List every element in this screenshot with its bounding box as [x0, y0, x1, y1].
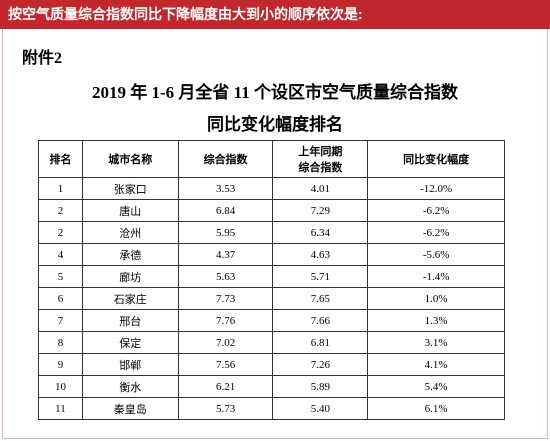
- table-row: 2 沧州 5.95 6.34 -6.2%: [38, 221, 505, 244]
- table-cell: 4.1%: [367, 353, 505, 376]
- table-cell: 11: [38, 397, 83, 420]
- banner: 按空气质量综合指数同比下降幅度由大到小的顺序依次是:: [0, 0, 550, 29]
- table-cell: 沧州: [81, 221, 179, 244]
- table-cell: 9: [38, 353, 83, 376]
- table-row: 10 衡水 6.21 5.89 5.4%: [38, 375, 505, 398]
- table-cell: 秦皇岛: [81, 397, 179, 420]
- table-cell: 6.81: [272, 331, 369, 354]
- table-cell: 廊坊: [81, 265, 179, 288]
- header-cell: 上年同期 综合指数: [272, 140, 369, 178]
- table-cell: 保定: [81, 331, 179, 354]
- header-row: 排名 城市名称 综合指数 上年同期 综合指数 同比变化幅度: [38, 140, 505, 178]
- table-cell: -12.0%: [367, 177, 505, 200]
- table-cell: 2: [38, 221, 83, 244]
- attachment-label: 附件2: [22, 50, 63, 67]
- table-cell: 邢台: [81, 309, 179, 332]
- table-cell: 5.95: [177, 221, 274, 244]
- table-cell: 4.63: [272, 243, 369, 266]
- table-cell: 唐山: [81, 199, 179, 222]
- table-row: 6 石家庄 7.73 7.65 1.0%: [38, 287, 505, 310]
- header-cell: 同比变化幅度: [367, 140, 505, 178]
- table-cell: 7.02: [177, 331, 274, 354]
- table-cell: 7.73: [177, 287, 274, 310]
- header-line: 综合指数: [298, 162, 343, 174]
- table-cell: 3.53: [177, 177, 274, 200]
- table-row: 11 秦皇岛 5.73 5.40 6.1%: [38, 397, 505, 420]
- table-row: 1 张家口 3.53 4.01 -12.0%: [38, 177, 505, 200]
- table-cell: 5.63: [177, 265, 274, 288]
- table-cell: 7: [38, 309, 83, 332]
- table-cell: 1.3%: [367, 309, 505, 332]
- header-line: 上年同期: [298, 146, 343, 158]
- frame: [2, 29, 548, 439]
- table-cell: 6.21: [177, 375, 274, 398]
- ranking-table: 排名 城市名称 综合指数 上年同期 综合指数 同比变化幅度 1 张家口 3.53 4.01 -12…: [38, 140, 505, 420]
- table-cell: 1.0%: [367, 287, 505, 310]
- table-cell: 衡水: [81, 375, 179, 398]
- table-cell: 石家庄: [81, 287, 179, 310]
- table-cell: -6.2%: [367, 221, 505, 244]
- table-cell: 4.01: [272, 177, 369, 200]
- table-cell: 2: [38, 199, 83, 222]
- table-cell: 7.26: [272, 353, 369, 376]
- table-cell: 6: [38, 287, 83, 310]
- table-row: 2 唐山 6.84 7.29 -6.2%: [38, 199, 505, 222]
- header-cell: 排名: [38, 140, 83, 178]
- table-row: 9 邯郸 7.56 7.26 4.1%: [38, 353, 505, 376]
- table-row: 5 廊坊 5.63 5.71 -1.4%: [38, 265, 505, 288]
- table-row: 7 邢台 7.76 7.66 1.3%: [38, 309, 505, 332]
- table-cell: 6.84: [177, 199, 274, 222]
- header-cell: 城市名称: [81, 140, 179, 178]
- table-cell: 7.29: [272, 199, 369, 222]
- table-body: 1 张家口 3.53 4.01 -12.0% 2 唐山 6.84 7.29 -6.2% 2 沧州 5.9…: [38, 177, 505, 420]
- title: 2019 年 1-6 月全省 11 个设区市空气质量综合指数: [92, 83, 458, 102]
- table-cell: 10: [38, 375, 83, 398]
- table-cell: 4: [38, 243, 83, 266]
- table-cell: 8: [38, 331, 83, 354]
- table-cell: -5.6%: [367, 243, 505, 266]
- table-cell: 7.56: [177, 353, 274, 376]
- header-cell: 综合指数: [177, 140, 274, 178]
- table-cell: 5: [38, 265, 83, 288]
- table-cell: 5.40: [272, 397, 369, 420]
- table-cell: 邯郸: [81, 353, 179, 376]
- table-cell: -6.2%: [367, 199, 505, 222]
- table-cell: 5.4%: [367, 375, 505, 398]
- table-cell: 6.34: [272, 221, 369, 244]
- table-cell: 4.37: [177, 243, 274, 266]
- table-cell: 5.73: [177, 397, 274, 420]
- table-row: 4 承德 4.37 4.63 -5.6%: [38, 243, 505, 266]
- table-row: 8 保定 7.02 6.81 3.1%: [38, 331, 505, 354]
- table-cell: 5.89: [272, 375, 369, 398]
- table-cell: 7.66: [272, 309, 369, 332]
- table-cell: 承德: [81, 243, 179, 266]
- subtitle: 同比变化幅度排名: [207, 115, 343, 134]
- table-cell: 张家口: [81, 177, 179, 200]
- table-cell: 5.71: [272, 265, 369, 288]
- table-cell: 6.1%: [367, 397, 505, 420]
- table-cell: -1.4%: [367, 265, 505, 288]
- table-cell: 7.76: [177, 309, 274, 332]
- table-cell: 1: [38, 177, 83, 200]
- table-cell: 3.1%: [367, 331, 505, 354]
- table-cell: 7.65: [272, 287, 369, 310]
